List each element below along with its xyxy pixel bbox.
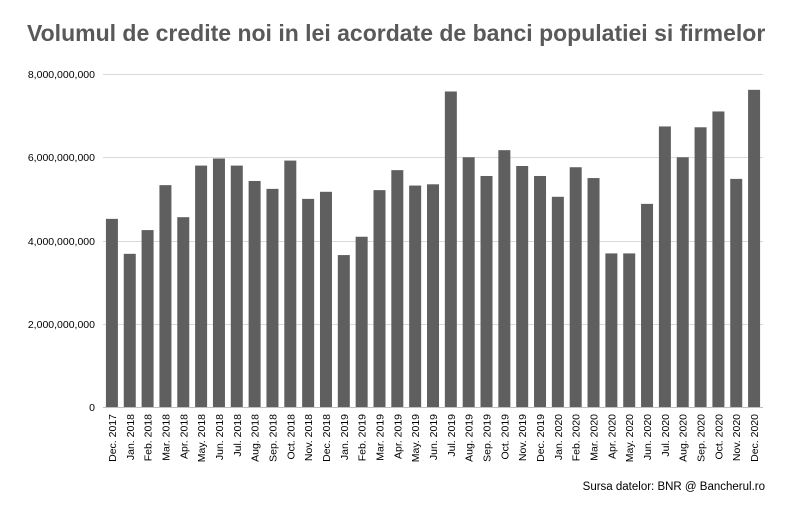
bar [730,178,743,407]
x-tick-label: Jan. 2020 [553,414,565,460]
bar [641,203,654,407]
source-note: Sursa datelor: BNR @ Bancherul.ro [582,481,765,493]
x-tick-label: Jun. 2018 [214,414,226,460]
x-tick-label: Apr. 2020 [606,414,618,459]
bar [105,218,118,407]
x-tick-label: Mar. 2018 [160,414,172,461]
bar [212,158,225,407]
x-tick-label: Jul. 2018 [232,414,244,457]
y-axis-ticks: 0 2,000,000,000 4,000,000,000 6,000,000,000… [28,69,95,414]
bar [462,157,475,407]
x-tick-label: Nov. 2020 [731,414,743,461]
x-tick-label: Dec. 2019 [535,414,547,462]
x-tick-label: May. 2020 [624,414,636,462]
y-tick-label: 4,000,000,000 [28,236,95,248]
bar [355,236,368,407]
bar [551,196,564,407]
x-tick-label: Dec. 2020 [749,414,761,462]
x-tick-label: Apr. 2019 [392,414,404,459]
bar [480,175,493,407]
bar [373,190,386,407]
x-tick-label: Dec. 2018 [321,414,333,462]
bar [195,165,208,407]
bar [676,157,689,407]
x-tick-label: Jan. 2019 [339,414,351,460]
bar [141,230,154,407]
x-tick-label: Aug. 2019 [464,414,476,462]
bar [534,175,547,407]
bar [266,188,279,407]
x-tick-label: Oct. 2019 [499,414,511,460]
bar [658,126,671,407]
chart-title: Volumul de credite noi in lei acordate d… [27,20,766,46]
x-tick-label: Feb. 2019 [357,414,369,461]
x-tick-label: Sep. 2020 [696,414,708,462]
bar [177,217,190,407]
x-tick-label: Feb. 2020 [571,414,583,461]
bar [587,178,600,407]
bars [105,89,761,408]
bar [302,198,315,408]
bar [391,170,404,407]
bar [248,180,261,407]
x-tick-label: Nov. 2019 [517,414,529,461]
x-tick-label: Jul. 2019 [446,414,458,457]
bar [516,165,529,407]
bar [694,127,707,407]
bar [319,191,332,407]
x-tick-label: Aug. 2020 [678,414,690,462]
x-tick-label: Sep. 2018 [267,414,279,462]
bar [623,253,636,407]
bar [569,167,582,407]
bar [337,255,350,407]
bar [605,253,618,407]
x-tick-label: Jun. 2020 [642,414,654,460]
bar [427,184,439,407]
x-tick-label: May. 2018 [196,414,208,462]
y-tick-label: 0 [89,402,95,414]
x-axis-ticks: Dec. 2017 Jan. 2018 Feb. 2018 Mar. 2018 Apr.… [107,414,761,462]
bar [409,185,422,407]
y-tick-label: 8,000,000,000 [28,69,95,81]
x-tick-label: Sep. 2019 [482,414,494,462]
bar [230,165,243,407]
x-tick-label: Jul. 2020 [660,414,672,457]
y-tick-label: 6,000,000,000 [28,152,95,164]
x-tick-label: Apr. 2018 [178,414,190,459]
x-tick-label: May. 2019 [410,414,422,462]
x-tick-label: Dec. 2017 [107,414,119,462]
x-tick-label: Feb. 2018 [143,414,155,461]
x-tick-label: Aug. 2018 [250,414,262,462]
bar [159,185,172,407]
x-tick-label: Nov. 2018 [303,414,315,461]
x-tick-label: Mar. 2020 [589,414,601,461]
bar [748,89,761,407]
y-tick-label: 2,000,000,000 [28,319,95,331]
x-tick-label: Jun. 2019 [428,414,440,460]
bar [498,150,511,408]
x-tick-label: Jan. 2018 [125,414,137,460]
bar [712,111,725,408]
x-tick-label: Oct. 2020 [713,414,725,460]
bar [123,253,136,407]
bar [444,91,457,407]
bar [284,160,297,407]
x-tick-label: Oct. 2018 [285,414,297,460]
x-tick-label: Mar. 2019 [374,414,386,461]
